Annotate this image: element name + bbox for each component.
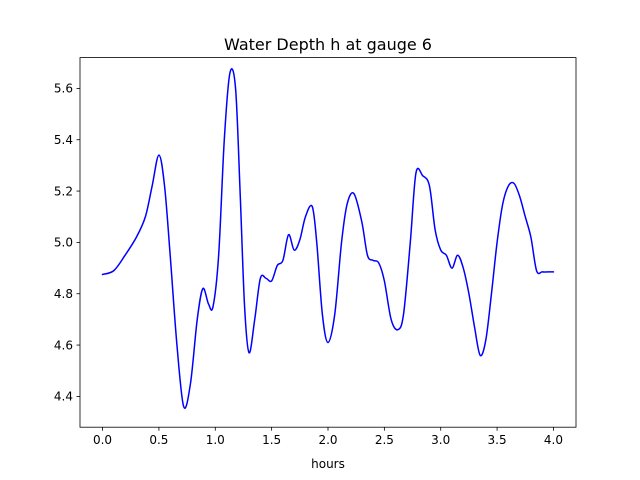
plot-area: [80, 57, 576, 428]
chart-title: Water Depth h at gauge 6: [224, 35, 432, 54]
x-tick-label: 0.5: [149, 433, 168, 447]
x-tick-label: 1.0: [206, 433, 225, 447]
x-tick-label: 4.0: [544, 433, 563, 447]
y-tick-label: 4.8: [54, 287, 73, 301]
x-tick-label: 3.0: [431, 433, 450, 447]
series-line: [101, 68, 555, 409]
x-tick-label: 2.0: [318, 433, 337, 447]
x-axis-ticks: 0.0 0.5 1.0 1.5 2.0 2.5 3.0 3.5 4.0: [93, 427, 563, 447]
plot-frame: [79, 57, 577, 428]
x-tick-label: 2.5: [375, 433, 394, 447]
y-tick-label: 4.6: [54, 338, 73, 352]
x-axis-label: hours: [311, 457, 345, 471]
y-tick-label: 5.0: [54, 236, 73, 250]
y-tick-label: 5.2: [54, 184, 73, 198]
x-tick-label: 3.5: [488, 433, 507, 447]
y-axis-ticks: 4.4 4.6 4.8 5.0 5.2 5.4 5.6: [54, 82, 80, 404]
y-tick-label: 4.4: [54, 390, 73, 404]
x-tick-label: 1.5: [262, 433, 281, 447]
y-tick-label: 5.4: [54, 133, 73, 147]
y-tick-label: 5.6: [54, 82, 73, 96]
x-tick-label: 0.0: [93, 433, 112, 447]
